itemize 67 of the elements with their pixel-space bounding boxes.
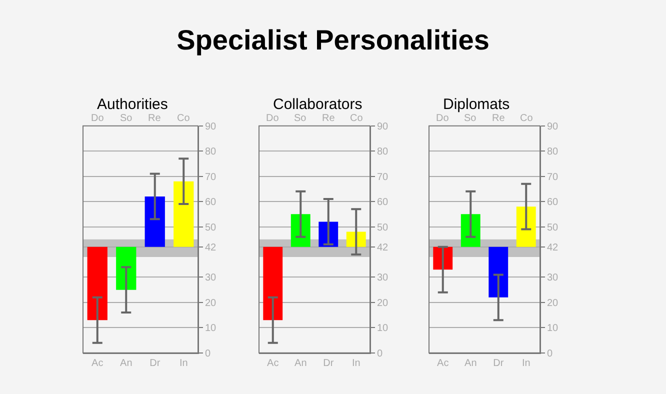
- y-tick-label: 30: [547, 272, 559, 284]
- text: Co: [177, 113, 190, 124]
- y-tick-label: 80: [205, 146, 217, 158]
- x-tick-label: In: [522, 358, 530, 369]
- text: Do: [436, 113, 450, 124]
- y-tick-label: 90: [377, 121, 389, 132]
- y-tick-label: 42: [547, 242, 559, 254]
- x-tick-label: Ac: [437, 358, 449, 369]
- y-tick-label: 30: [205, 272, 217, 284]
- bar: [174, 181, 194, 247]
- x-tick-label: An: [120, 358, 132, 369]
- text: Do: [266, 113, 280, 124]
- y-tick-label: 70: [377, 172, 389, 183]
- y-tick-label: 10: [377, 323, 389, 334]
- y-tick-label: 42: [205, 242, 217, 254]
- x-tick-label: In: [352, 358, 360, 369]
- x-tick-label: Ac: [92, 358, 104, 369]
- bar: [516, 206, 536, 247]
- text: Re: [492, 113, 506, 124]
- chart-title: Specialist Personalities: [176, 24, 490, 56]
- y-tick-label: 50: [377, 222, 389, 234]
- y-tick-label: 42: [377, 242, 389, 254]
- x-tick-label: In: [179, 358, 188, 369]
- bar: [87, 246, 108, 320]
- text: So: [120, 113, 133, 124]
- y-tick-label: 0: [547, 348, 553, 360]
- y-tick-label: 30: [377, 272, 389, 284]
- x-tick-label: Dr: [323, 358, 334, 369]
- x-tick-label: An: [294, 358, 307, 369]
- bar: [290, 214, 310, 247]
- y-tick-label: 50: [547, 222, 559, 234]
- y-tick-label: 80: [547, 146, 559, 158]
- text: So: [464, 113, 477, 124]
- bar: [116, 246, 136, 290]
- y-tick-label: 60: [377, 197, 389, 208]
- y-tick-label: 20: [205, 298, 217, 309]
- x-tick-label: Dr: [493, 358, 504, 369]
- y-tick-label: 0: [377, 348, 383, 360]
- y-tick-label: 10: [205, 323, 217, 334]
- x-tick-label: An: [464, 358, 477, 369]
- bar: [263, 246, 283, 320]
- y-tick-label: 90: [547, 121, 559, 132]
- bar: [144, 196, 165, 247]
- y-tick-label: 70: [547, 172, 559, 183]
- x-tick-label: Dr: [150, 358, 161, 369]
- chart-subtitle: Collaborators: [273, 96, 362, 113]
- x-tick-label: Ac: [267, 358, 279, 369]
- text: Re: [322, 113, 336, 124]
- y-tick-label: 60: [547, 197, 559, 208]
- text: Re: [148, 113, 162, 124]
- y-tick-label: 0: [205, 348, 211, 360]
- bar: [488, 246, 508, 298]
- y-tick-label: 60: [205, 197, 217, 208]
- chart-subtitle: Diplomats: [443, 96, 510, 113]
- chart-subtitle: Authorities: [97, 96, 168, 113]
- y-tick-label: 80: [377, 146, 389, 158]
- y-tick-label: 20: [377, 298, 389, 309]
- y-tick-label: 20: [547, 298, 559, 309]
- y-tick-label: 90: [205, 121, 217, 132]
- bar: [460, 214, 480, 247]
- y-tick-label: 50: [205, 222, 217, 234]
- text: Do: [91, 113, 104, 124]
- y-tick-label: 70: [205, 172, 217, 183]
- y-tick-label: 10: [547, 323, 559, 334]
- text: Co: [520, 113, 534, 124]
- text: So: [294, 113, 307, 124]
- text: Co: [350, 113, 364, 124]
